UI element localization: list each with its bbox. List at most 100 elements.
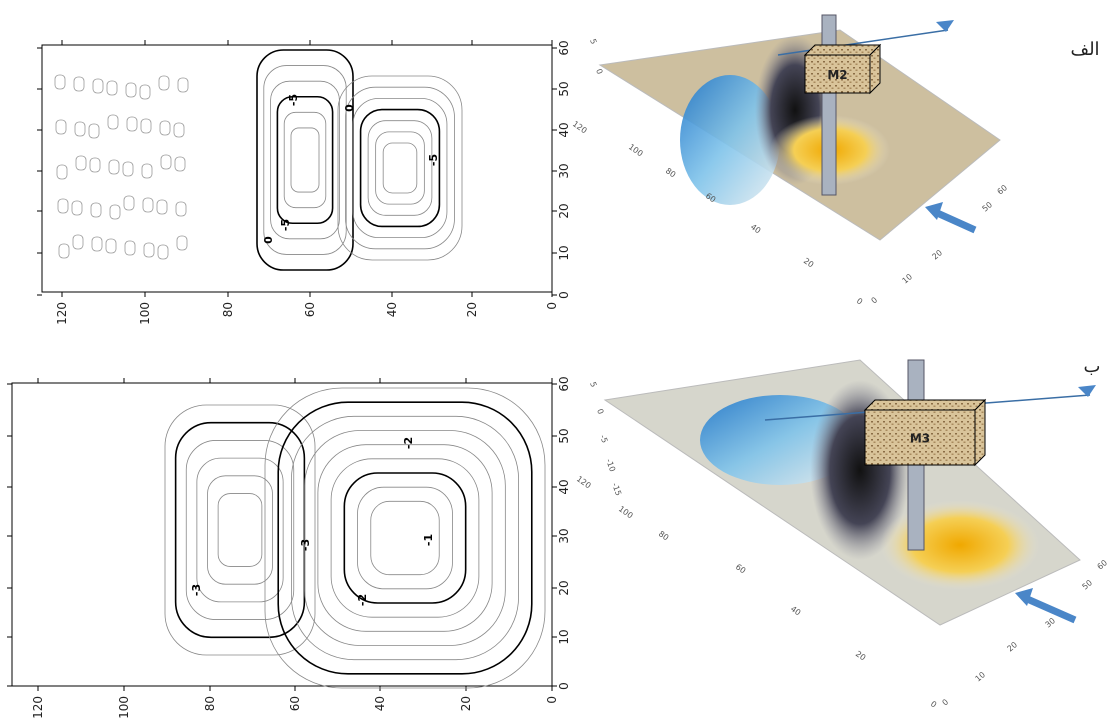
contour-line <box>174 156 186 172</box>
contour-line <box>345 86 455 250</box>
axis3d-tick: 20 <box>802 256 816 269</box>
block-side <box>974 398 986 467</box>
block-label: M3 <box>910 432 930 446</box>
axis3d-tick: -10 <box>604 458 617 473</box>
contour-line <box>140 118 152 134</box>
section-line <box>777 29 949 56</box>
axis3d-tick: 60 <box>1096 558 1110 571</box>
axis3d-tick: 0 <box>870 295 880 305</box>
surface-yellow <box>880 500 1040 590</box>
axis3d-tick: 20 <box>854 649 868 662</box>
block-top <box>803 44 882 56</box>
contour-line <box>75 155 87 171</box>
flow-arrow <box>933 208 977 234</box>
contour-line <box>164 404 316 656</box>
contour-line <box>57 198 69 214</box>
surface-blue <box>680 75 780 205</box>
axis3d-tick: 80 <box>657 529 671 542</box>
axis3d-tick: 100 <box>617 504 635 520</box>
x-tick-label: 60 <box>303 302 317 317</box>
axis3d-tick: 40 <box>789 604 803 617</box>
axis3d-tick: 0 <box>929 699 938 709</box>
contour-label: -5 <box>427 154 440 166</box>
contour-line <box>159 120 171 136</box>
y-tick-label: 0 <box>557 291 571 299</box>
contour-line <box>90 202 102 218</box>
contour-line <box>337 75 463 261</box>
contour-line <box>122 161 134 177</box>
contour-line <box>141 163 153 179</box>
y-tick-label: 40 <box>557 479 571 494</box>
contour-line <box>55 119 67 135</box>
contour-line <box>290 127 320 193</box>
contour-line <box>142 197 154 213</box>
contour-line <box>291 415 519 661</box>
contour-line <box>185 440 295 620</box>
x-tick-label: 120 <box>31 696 45 719</box>
contour-line <box>109 204 121 220</box>
x-tick-label: 80 <box>203 696 217 711</box>
x-tick-label: 80 <box>221 302 235 317</box>
axis3d-tick: 5 <box>588 381 598 389</box>
axis3d-tick: 60 <box>996 183 1010 196</box>
contour-line <box>382 142 418 194</box>
axis3d-tick: 0 <box>941 697 951 707</box>
y-tick-label: 30 <box>557 163 571 178</box>
x-tick-label: 0 <box>545 302 559 310</box>
block-label: M2 <box>827 68 847 82</box>
contour-line <box>56 164 68 180</box>
axis3d-tick: 120 <box>571 119 589 135</box>
y-tick-label: 40 <box>557 122 571 137</box>
contour-line <box>367 120 433 216</box>
contour-line <box>175 201 187 217</box>
y-tick-label: 20 <box>557 203 571 218</box>
arrow <box>1015 588 1033 606</box>
contour-line <box>264 387 546 689</box>
contour-line <box>270 80 340 240</box>
contour-label: -2 <box>356 594 369 606</box>
contour-label: -5 <box>287 94 300 106</box>
contour-line <box>105 238 117 254</box>
contour-line <box>72 234 84 250</box>
y-tick-label: 0 <box>557 682 571 690</box>
contour-line <box>108 159 120 175</box>
arrow <box>925 202 943 220</box>
y-tick-label: 30 <box>557 528 571 543</box>
axis3d-tick: 10 <box>974 670 988 683</box>
axis3d-tick: 0 <box>595 408 605 416</box>
plot-frame <box>41 44 553 293</box>
x-tick-label: 0 <box>545 696 559 704</box>
contour-label: -2 <box>402 437 415 449</box>
y-tick-label: 50 <box>557 81 571 96</box>
contour-line <box>92 78 104 94</box>
contour-line <box>91 236 103 252</box>
contour-label: 0 <box>262 236 275 244</box>
contour-line <box>276 95 334 225</box>
contour-line <box>107 114 119 130</box>
flow-arrow <box>1023 594 1077 624</box>
axis3d-tick: -5 <box>598 434 609 445</box>
contour-line <box>126 116 138 132</box>
y-tick-label: 50 <box>557 428 571 443</box>
x-tick-label: 60 <box>288 696 302 711</box>
contour-line <box>207 475 273 585</box>
x-tick-label: 20 <box>465 302 479 317</box>
contour-line <box>106 80 118 96</box>
contour-label: -3 <box>299 539 312 551</box>
x-tick-label: 20 <box>459 696 473 711</box>
contour-line <box>330 458 480 618</box>
x-tick-label: 40 <box>385 302 399 317</box>
contour-label: -3 <box>190 584 203 596</box>
contour-line <box>58 243 70 259</box>
axis3d-tick: 30 <box>1044 616 1058 629</box>
contour-line <box>352 97 448 239</box>
contour-line <box>88 123 100 139</box>
axis3d-tick: 100 <box>627 142 645 158</box>
axis3d-tick: 0 <box>855 296 864 306</box>
panel-label: الف <box>1070 39 1099 60</box>
contour-line <box>73 76 85 92</box>
block-top <box>863 399 987 411</box>
axis3d-tick: 80 <box>664 166 678 179</box>
